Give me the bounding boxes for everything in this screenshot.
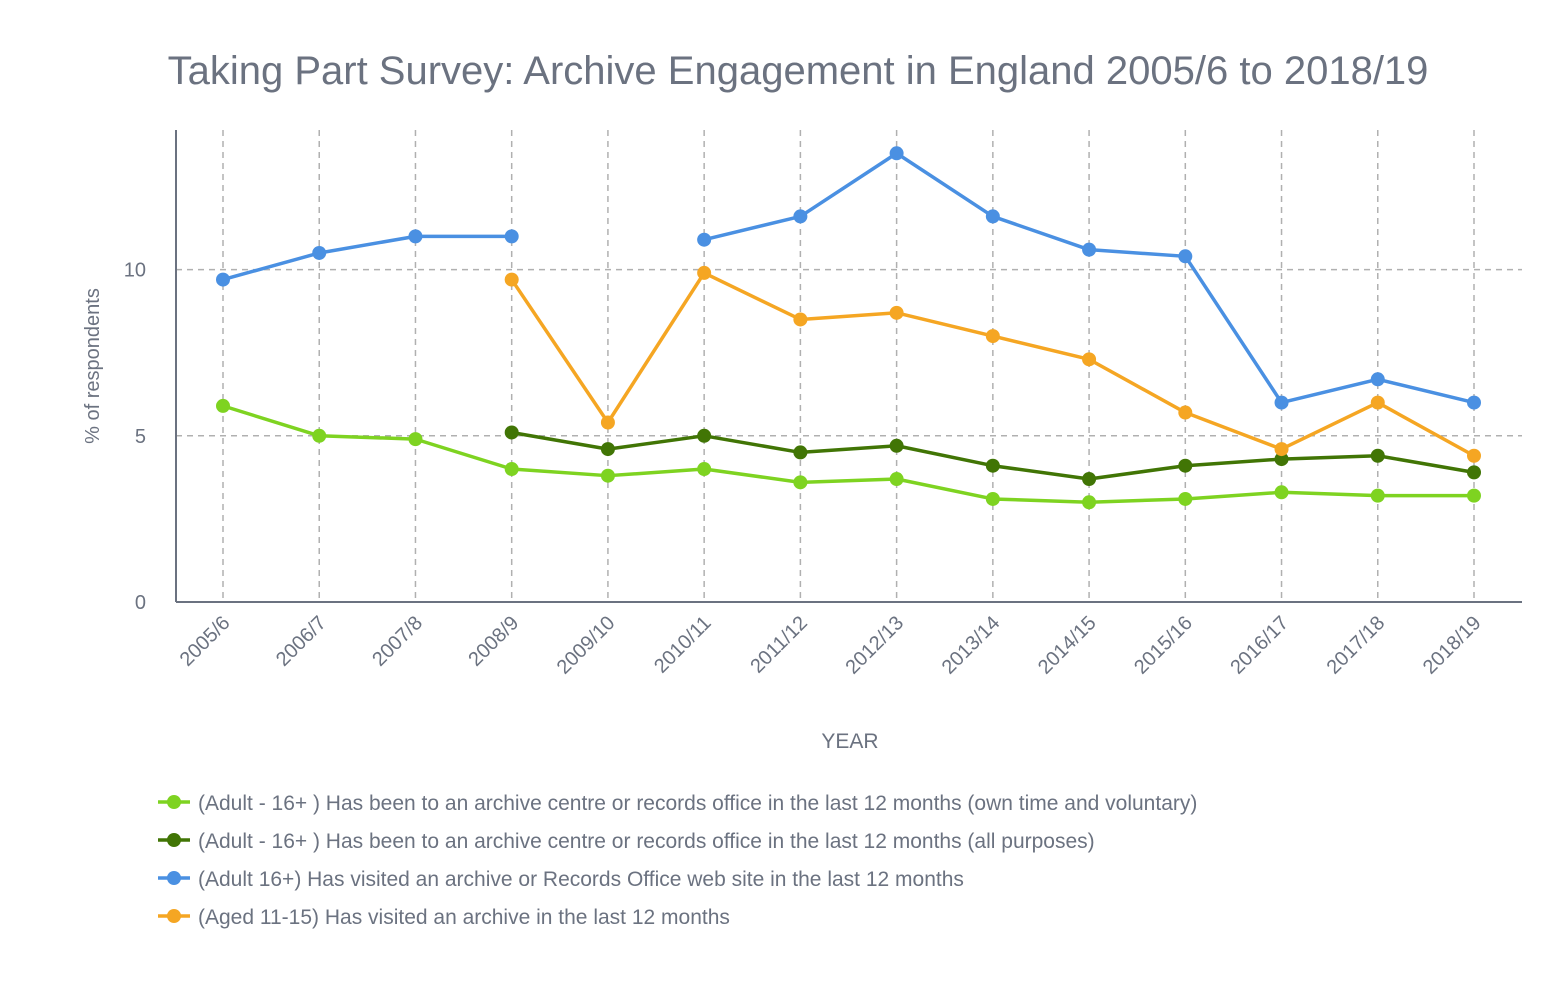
x-tick-label: 2017/18 (1323, 612, 1390, 679)
data-point (1467, 448, 1481, 463)
data-point (1370, 488, 1385, 503)
x-tick-label: 2014/15 (1034, 612, 1101, 679)
legend: (Adult - 16+ ) Has been to an archive ce… (158, 792, 1197, 929)
legend-label: (Adult - 16+ ) Has been to an archive ce… (198, 830, 1095, 853)
data-point (1178, 405, 1193, 420)
data-point (697, 428, 712, 443)
y-tick-label: 5 (135, 426, 146, 448)
data-point (408, 432, 423, 447)
data-point (1274, 395, 1289, 410)
series-group (216, 146, 1481, 510)
data-point (985, 491, 1000, 506)
data-point (216, 398, 230, 413)
legend-marker (167, 795, 181, 809)
data-point (600, 415, 615, 430)
legend-label: (Adult - 16+ ) Has been to an archive ce… (198, 792, 1197, 815)
y-tick-label: 10 (124, 260, 146, 282)
data-point (1370, 372, 1385, 387)
data-point (312, 428, 327, 443)
chart-title: Taking Part Survey: Archive Engagement i… (168, 49, 1429, 93)
x-axis-label: YEAR (821, 730, 878, 753)
data-point (1274, 485, 1289, 500)
data-point (697, 265, 712, 280)
data-point (1370, 395, 1385, 410)
data-point (793, 445, 808, 460)
data-point (1467, 465, 1481, 480)
series-2 (216, 146, 1481, 410)
data-point (1178, 491, 1193, 506)
data-point (504, 272, 519, 287)
series-0 (216, 398, 1481, 510)
data-point (504, 425, 519, 440)
data-point (1082, 495, 1097, 510)
data-point (408, 229, 423, 244)
data-point (793, 475, 808, 490)
x-tick-label: 2008/9 (464, 612, 523, 671)
data-point (1178, 458, 1193, 473)
data-point (1082, 242, 1097, 257)
x-tick-label: 2015/16 (1130, 612, 1197, 679)
legend-marker (167, 833, 181, 847)
series-1 (504, 425, 1481, 487)
data-point (600, 468, 615, 483)
data-point (1467, 488, 1481, 503)
data-point (793, 209, 808, 224)
data-point (312, 245, 327, 260)
data-point (1370, 448, 1385, 463)
data-point (504, 229, 519, 244)
data-point (1467, 395, 1481, 410)
x-tick-label: 2011/12 (746, 612, 812, 678)
data-point (889, 472, 904, 487)
x-tick-label: 2010/11 (650, 612, 716, 678)
data-point (889, 305, 904, 320)
data-point (985, 209, 1000, 224)
x-tick-label: 2013/14 (938, 612, 1005, 679)
data-point (889, 146, 904, 161)
data-point (889, 438, 904, 453)
data-point (216, 272, 230, 287)
x-tick-label: 2012/13 (841, 612, 908, 679)
legend-marker (167, 909, 181, 923)
series-3 (504, 265, 1481, 463)
grid (176, 130, 1522, 602)
series-line (222, 151, 1475, 405)
axes: 0 5 10 2005/6 2006/7 2007/8 2008/9 2009/10 2010/… (124, 130, 1522, 679)
data-point (600, 442, 615, 457)
x-tick-label: 2006/7 (272, 612, 331, 671)
data-point (985, 329, 1000, 344)
legend-label: (Adult 16+) Has visited an archive or Re… (198, 868, 964, 891)
data-point (793, 312, 808, 327)
data-point (1082, 472, 1097, 487)
data-point (697, 462, 712, 477)
x-tick-label: 2007/8 (368, 612, 427, 671)
data-point (1274, 442, 1289, 457)
data-point (697, 232, 712, 247)
data-point (985, 458, 1000, 473)
x-tick-label: 2009/10 (553, 612, 620, 679)
y-tick-label: 0 (135, 592, 146, 614)
legend-marker (167, 871, 181, 885)
data-point (1178, 249, 1193, 264)
x-tick-label: 2018/19 (1419, 612, 1486, 679)
data-point (504, 462, 519, 477)
data-point (1274, 452, 1289, 467)
x-tick-label: 2016/17 (1226, 612, 1293, 679)
data-point (1082, 352, 1097, 367)
y-axis-label: % of respondents (82, 288, 104, 444)
x-tick-label: 2005/6 (176, 612, 235, 671)
series-line (222, 404, 1474, 505)
legend-label: (Aged 11-15) Has visited an archive in t… (198, 906, 730, 929)
